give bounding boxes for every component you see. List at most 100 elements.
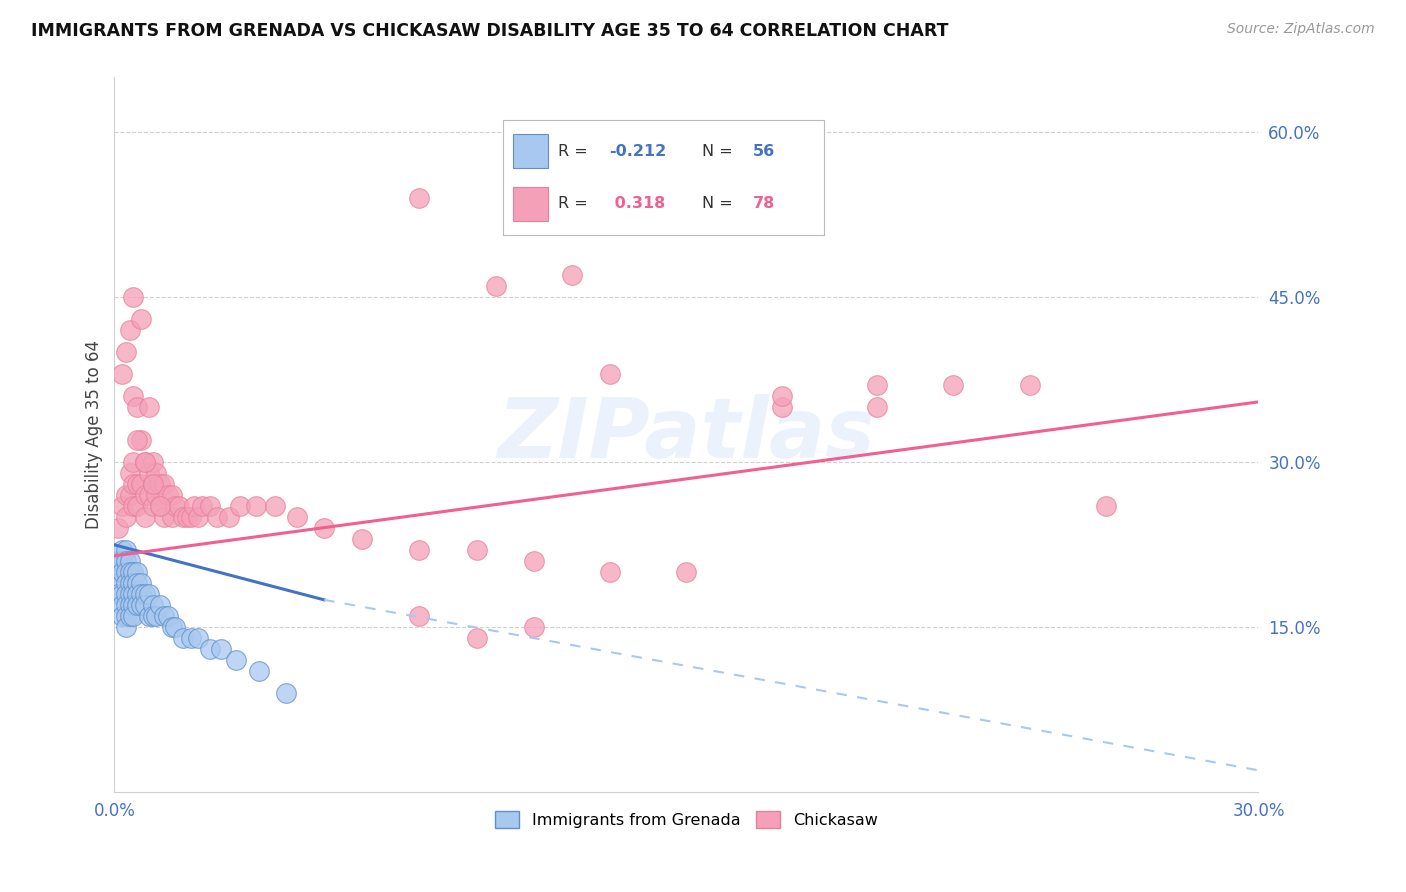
Point <box>149 500 172 514</box>
Point <box>165 620 187 634</box>
Point <box>247 665 270 679</box>
Point <box>129 576 152 591</box>
Point <box>107 554 129 568</box>
Point <box>141 477 163 491</box>
Point <box>111 543 134 558</box>
Point <box>111 500 134 514</box>
Point <box>122 599 145 613</box>
Point <box>160 510 183 524</box>
Point <box>111 599 134 613</box>
Point <box>180 510 202 524</box>
Point <box>942 378 965 392</box>
Point <box>118 467 141 481</box>
Point <box>141 500 163 514</box>
Point <box>408 609 430 624</box>
Point <box>138 609 160 624</box>
Point <box>187 632 209 646</box>
Point <box>111 609 134 624</box>
Point <box>145 488 167 502</box>
Point <box>111 587 134 601</box>
Point <box>115 566 138 580</box>
Point <box>149 599 172 613</box>
Point <box>138 467 160 481</box>
Point <box>156 609 179 624</box>
Point <box>485 279 508 293</box>
Point <box>122 389 145 403</box>
Point <box>207 510 229 524</box>
Point <box>141 609 163 624</box>
Point <box>118 488 141 502</box>
Point <box>153 477 176 491</box>
Point <box>172 510 194 524</box>
Point <box>129 599 152 613</box>
Point <box>127 477 149 491</box>
Point <box>138 488 160 502</box>
Point <box>209 642 232 657</box>
Point <box>160 488 183 502</box>
Point <box>866 401 889 415</box>
Point <box>1095 500 1118 514</box>
Point <box>165 500 187 514</box>
Point <box>111 566 134 580</box>
Point <box>127 500 149 514</box>
Point <box>770 401 793 415</box>
Point <box>127 401 149 415</box>
Point <box>122 455 145 469</box>
Point <box>149 477 172 491</box>
Point <box>138 401 160 415</box>
Point <box>770 389 793 403</box>
Point <box>115 543 138 558</box>
Point <box>599 368 621 382</box>
Point <box>118 599 141 613</box>
Point <box>129 587 152 601</box>
Point <box>145 609 167 624</box>
Point <box>134 599 156 613</box>
Point <box>599 566 621 580</box>
Point <box>141 599 163 613</box>
Text: ZIPatlas: ZIPatlas <box>498 394 876 475</box>
Point <box>149 500 172 514</box>
Point <box>274 686 297 700</box>
Point <box>115 620 138 634</box>
Point <box>115 554 138 568</box>
Point <box>122 290 145 304</box>
Point <box>134 587 156 601</box>
Legend: Immigrants from Grenada, Chickasaw: Immigrants from Grenada, Chickasaw <box>488 805 884 834</box>
Point <box>122 500 145 514</box>
Point <box>225 653 247 667</box>
Point <box>218 510 240 524</box>
Point <box>141 455 163 469</box>
Point <box>129 477 152 491</box>
Point <box>122 576 145 591</box>
Point <box>138 587 160 601</box>
Point <box>118 323 141 337</box>
Point <box>180 632 202 646</box>
Point <box>198 642 221 657</box>
Point <box>118 554 141 568</box>
Point <box>160 620 183 634</box>
Point <box>156 488 179 502</box>
Point <box>118 609 141 624</box>
Point <box>314 521 336 535</box>
Point <box>167 500 190 514</box>
Point <box>127 587 149 601</box>
Point <box>107 576 129 591</box>
Point <box>523 554 546 568</box>
Point <box>115 609 138 624</box>
Point <box>134 455 156 469</box>
Point <box>107 521 129 535</box>
Point <box>129 434 152 448</box>
Point <box>352 533 374 547</box>
Point <box>122 609 145 624</box>
Point <box>122 477 145 491</box>
Point <box>127 576 149 591</box>
Point <box>115 510 138 524</box>
Point <box>263 500 285 514</box>
Point <box>465 632 488 646</box>
Point <box>675 566 697 580</box>
Point <box>127 599 149 613</box>
Point <box>122 587 145 601</box>
Point <box>561 268 583 283</box>
Point <box>153 510 176 524</box>
Point <box>176 510 198 524</box>
